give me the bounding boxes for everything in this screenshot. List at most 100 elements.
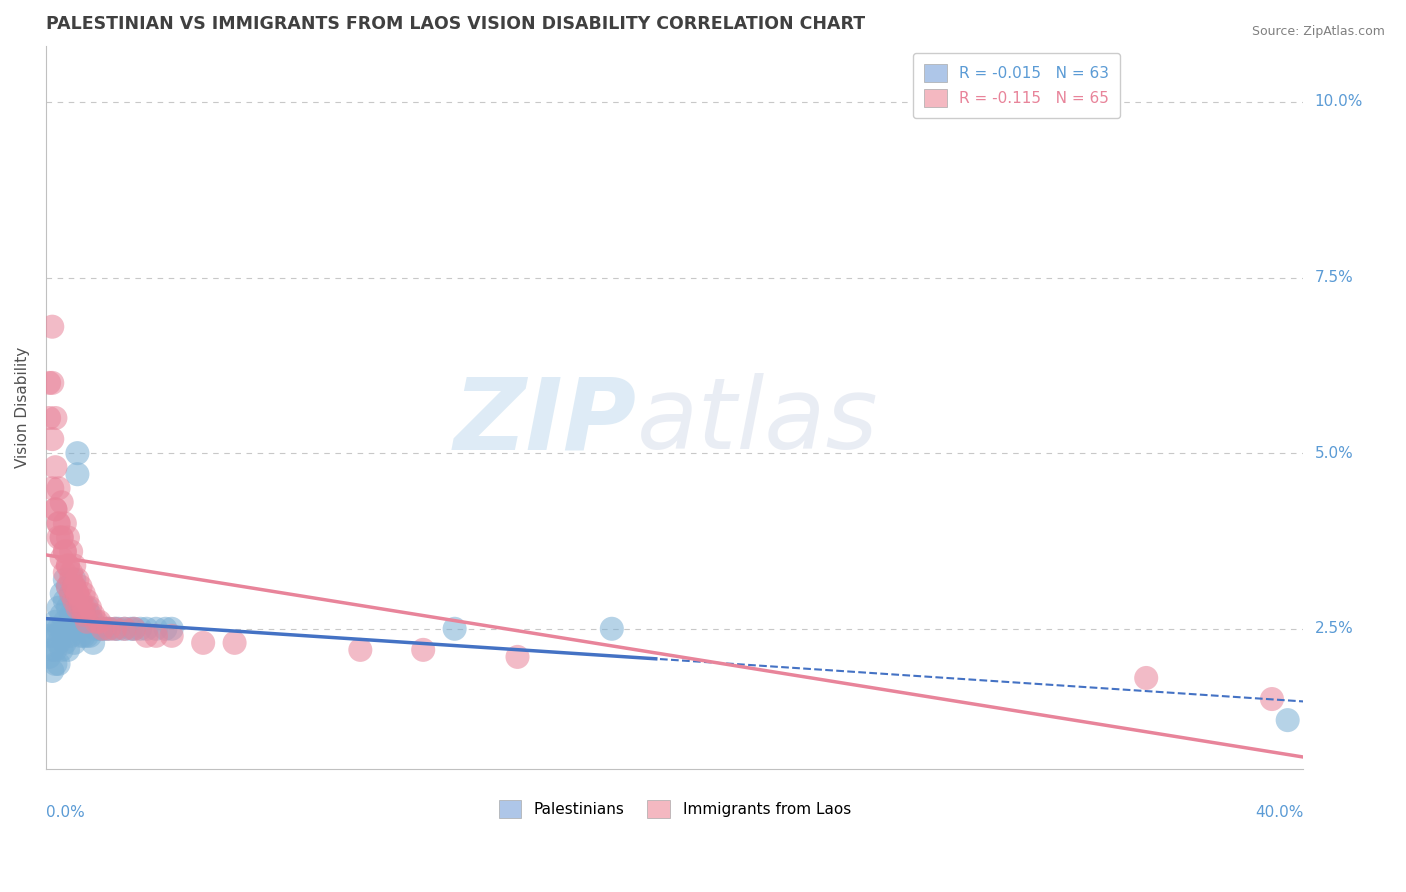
Point <box>349 643 371 657</box>
Point <box>48 636 70 650</box>
Text: 10.0%: 10.0% <box>1315 95 1362 110</box>
Point <box>135 622 157 636</box>
Point <box>66 573 89 587</box>
Point <box>63 580 86 594</box>
Point <box>41 643 63 657</box>
Point <box>44 615 66 629</box>
Point <box>191 636 214 650</box>
Point <box>63 593 86 607</box>
Point <box>600 622 623 636</box>
Y-axis label: Vision Disability: Vision Disability <box>15 347 30 468</box>
Point <box>53 544 76 558</box>
Point <box>51 607 73 622</box>
Text: Source: ZipAtlas.com: Source: ZipAtlas.com <box>1251 25 1385 38</box>
Point <box>63 558 86 573</box>
Point <box>51 531 73 545</box>
Point <box>41 432 63 446</box>
Text: 2.5%: 2.5% <box>1315 622 1353 636</box>
Text: 40.0%: 40.0% <box>1256 805 1303 821</box>
Point <box>48 516 70 531</box>
Point <box>63 573 86 587</box>
Point <box>44 502 66 516</box>
Point <box>82 636 104 650</box>
Point <box>41 376 63 390</box>
Point <box>63 615 86 629</box>
Point <box>51 551 73 566</box>
Text: 7.5%: 7.5% <box>1315 270 1353 285</box>
Point <box>69 580 91 594</box>
Point <box>56 558 79 573</box>
Point <box>155 622 177 636</box>
Point <box>38 649 60 664</box>
Point <box>48 657 70 671</box>
Point <box>56 600 79 615</box>
Point <box>51 643 73 657</box>
Point <box>506 649 529 664</box>
Point <box>79 629 101 643</box>
Point <box>120 622 142 636</box>
Point <box>1135 671 1157 685</box>
Point <box>53 544 76 558</box>
Point <box>51 495 73 509</box>
Point <box>56 622 79 636</box>
Point <box>76 629 98 643</box>
Point <box>145 629 167 643</box>
Point <box>66 446 89 460</box>
Point <box>135 629 157 643</box>
Point <box>56 558 79 573</box>
Text: PALESTINIAN VS IMMIGRANTS FROM LAOS VISION DISABILITY CORRELATION CHART: PALESTINIAN VS IMMIGRANTS FROM LAOS VISI… <box>46 15 865 33</box>
Point <box>44 502 66 516</box>
Point <box>53 573 76 587</box>
Text: atlas: atlas <box>637 374 879 470</box>
Point <box>107 622 129 636</box>
Point <box>48 481 70 495</box>
Point <box>44 460 66 475</box>
Point <box>44 643 66 657</box>
Point <box>412 643 434 657</box>
Point <box>69 600 91 615</box>
Point <box>443 622 465 636</box>
Point <box>76 593 98 607</box>
Point <box>84 622 107 636</box>
Point <box>60 566 83 580</box>
Point <box>122 622 145 636</box>
Text: ZIP: ZIP <box>454 374 637 470</box>
Legend: Palestinians, Immigrants from Laos: Palestinians, Immigrants from Laos <box>489 791 860 827</box>
Point <box>79 607 101 622</box>
Point <box>82 607 104 622</box>
Point <box>91 622 114 636</box>
Point <box>97 622 120 636</box>
Point <box>73 629 96 643</box>
Point <box>60 544 83 558</box>
Point <box>73 587 96 601</box>
Point <box>51 587 73 601</box>
Point <box>160 622 183 636</box>
Point <box>84 615 107 629</box>
Point <box>1277 713 1299 727</box>
Point <box>114 622 136 636</box>
Point <box>224 636 246 650</box>
Point <box>38 629 60 643</box>
Point <box>60 607 83 622</box>
Point <box>114 622 136 636</box>
Point <box>63 580 86 594</box>
Point <box>44 629 66 643</box>
Point <box>89 615 111 629</box>
Point <box>48 622 70 636</box>
Point <box>44 411 66 425</box>
Point <box>79 600 101 615</box>
Point <box>76 600 98 615</box>
Point <box>56 580 79 594</box>
Point <box>73 607 96 622</box>
Point <box>66 467 89 482</box>
Point <box>160 629 183 643</box>
Text: 5.0%: 5.0% <box>1315 446 1353 460</box>
Point <box>38 376 60 390</box>
Point <box>97 622 120 636</box>
Point <box>104 622 127 636</box>
Point <box>51 622 73 636</box>
Point <box>145 622 167 636</box>
Point <box>53 566 76 580</box>
Point <box>56 531 79 545</box>
Point <box>94 622 117 636</box>
